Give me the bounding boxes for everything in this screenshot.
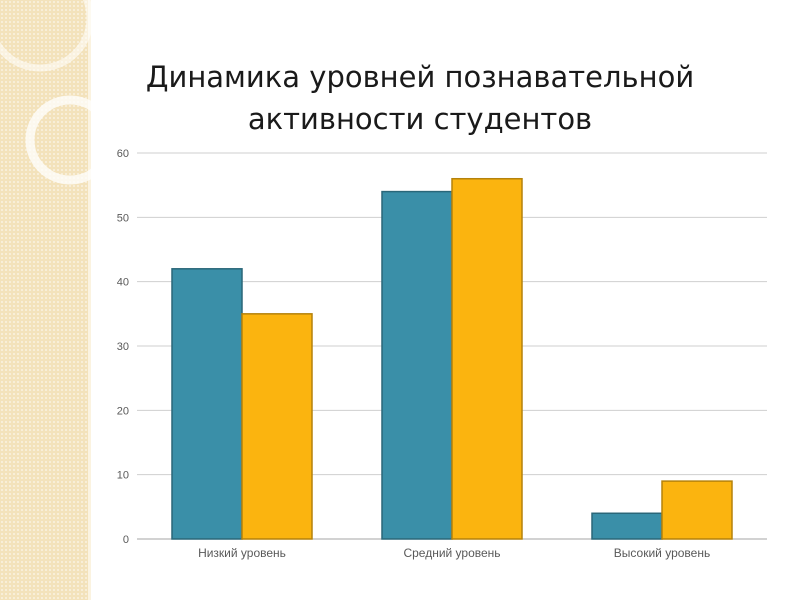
y-tick-label: 60 bbox=[117, 148, 129, 160]
y-tick-label: 50 bbox=[117, 212, 129, 224]
y-tick-label: 40 bbox=[117, 277, 129, 289]
y-tick-label: 30 bbox=[117, 341, 129, 353]
bar-layer bbox=[171, 177, 733, 540]
bar bbox=[451, 177, 523, 540]
bar bbox=[661, 480, 733, 540]
bar bbox=[241, 313, 313, 540]
bar bbox=[381, 190, 453, 540]
y-tick-label: 20 bbox=[117, 405, 129, 417]
decorative-rings bbox=[0, 0, 115, 185]
y-tick-label: 10 bbox=[117, 470, 129, 482]
chart-title-line-2: активности студентов bbox=[247, 102, 593, 136]
bar bbox=[591, 512, 663, 540]
chart-title-line-1: Динамика уровней познавательной bbox=[145, 60, 695, 94]
x-category-label: Средний уровень bbox=[403, 546, 500, 560]
label-layer: 0 10 20 30 40 50 60 Низкий уровень Средний урове… bbox=[117, 148, 710, 560]
side-band-edge bbox=[88, 0, 91, 600]
y-tick-label: 0 bbox=[123, 534, 129, 546]
chart-title: Динамика уровней познавательной активнос… bbox=[120, 56, 720, 140]
decorative-ring-large bbox=[0, 0, 94, 72]
x-category-label: Низкий уровень bbox=[198, 546, 286, 560]
x-category-label: Высокий уровень bbox=[614, 546, 710, 560]
bar bbox=[171, 268, 243, 540]
decorative-ring-small bbox=[25, 95, 115, 185]
